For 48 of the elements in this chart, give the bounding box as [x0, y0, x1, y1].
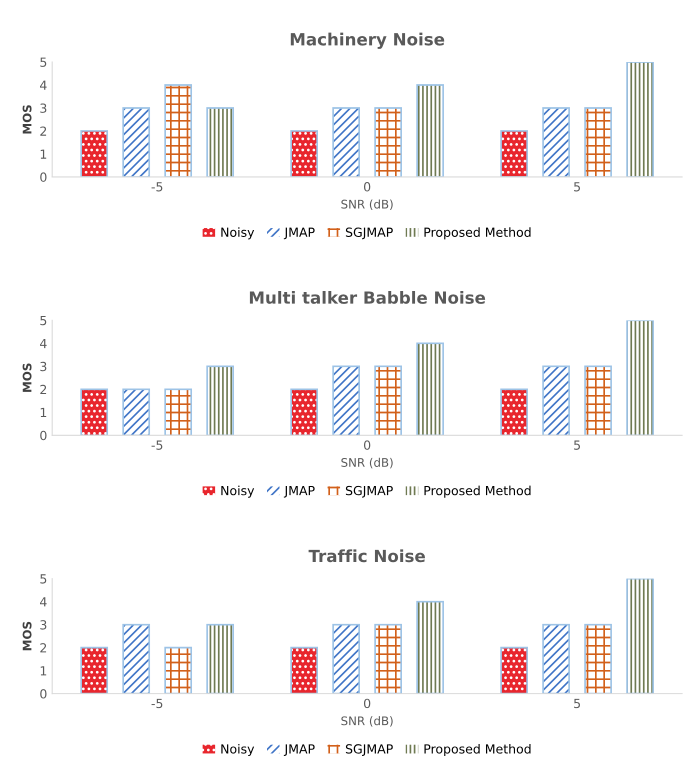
y-tick-label: 4 — [40, 597, 47, 606]
y-tick-label: 3 — [40, 362, 46, 372]
y-axis-title: MOS — [22, 622, 32, 650]
chart-title: Traffic Noise — [308, 549, 425, 562]
x-tick-label: 5 — [574, 182, 580, 192]
legend-label: Noisy — [221, 486, 254, 498]
legend-label: Proposed Method — [424, 227, 531, 240]
y-tick-label: 2 — [40, 384, 46, 394]
x-tick-label: 0 — [364, 182, 370, 192]
y-tick-label: 3 — [40, 103, 46, 113]
y-tick-label: 5 — [40, 574, 46, 584]
legend-label: SGJMAP — [346, 486, 393, 498]
chart-title: Multi talker Babble Noise — [250, 291, 486, 304]
y-tick-label: 4 — [40, 80, 47, 90]
legend-label: Proposed Method — [424, 486, 531, 498]
x-tick-label: -5 — [152, 698, 162, 708]
y-axis-title: MOS — [22, 105, 32, 134]
x-tick-label: 0 — [364, 440, 370, 450]
legend-label: Noisy — [221, 227, 254, 240]
y-tick-label: 1 — [40, 150, 46, 159]
y-tick-label: 3 — [40, 620, 46, 630]
y-axis-title: MOS — [22, 364, 32, 392]
x-tick-label: 5 — [574, 698, 580, 708]
legend-label: Proposed Method — [424, 744, 531, 756]
y-tick-label: 5 — [40, 316, 46, 326]
y-tick-label: 2 — [40, 126, 46, 136]
y-tick-label: 1 — [40, 408, 46, 418]
legend-label: JMAP — [284, 228, 315, 240]
legend-label: SGJMAP — [346, 744, 393, 756]
x-tick-label: -5 — [152, 182, 162, 192]
x-axis-title: SNR (dB) — [341, 458, 393, 468]
legend-label: Noisy — [221, 744, 254, 756]
x-axis-title: SNR (dB) — [341, 716, 393, 727]
y-tick-label: 5 — [40, 58, 46, 67]
chart-title: Machinery Noise — [290, 32, 444, 49]
legend-label: JMAP — [284, 486, 315, 498]
y-tick-label: 4 — [40, 338, 47, 348]
y-tick-label: 0 — [40, 430, 47, 440]
y-tick-label: 0 — [40, 689, 47, 699]
y-tick-label: 2 — [40, 643, 46, 652]
x-tick-label: 0 — [364, 698, 370, 708]
legend-label: JMAP — [284, 744, 315, 756]
y-tick-label: 1 — [40, 666, 46, 676]
legend-label: SGJMAP — [346, 228, 393, 240]
x-axis-title: SNR (dB) — [341, 199, 393, 210]
y-tick-label: 0 — [40, 172, 47, 182]
x-tick-label: 5 — [574, 440, 580, 450]
x-tick-label: -5 — [152, 440, 162, 450]
